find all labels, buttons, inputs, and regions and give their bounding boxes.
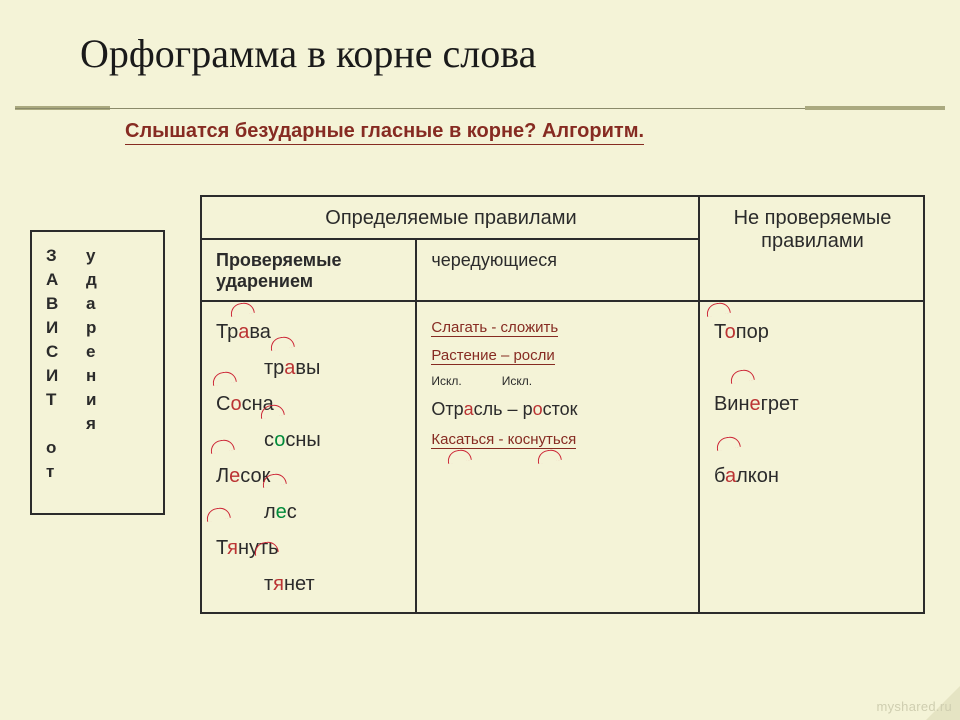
main-table: Определяемые правилами Не проверяемые пр… xyxy=(200,195,925,614)
header-alternating: чередующиеся xyxy=(416,239,699,301)
header-stress: Проверяемые ударением xyxy=(201,239,416,301)
title-underline xyxy=(15,100,945,116)
page-title: Орфограмма в корне слова xyxy=(80,30,536,77)
header-not-checked: Не проверяемые правилами xyxy=(699,196,924,301)
cell-checked-by-stress: ТраватравыСоснасосныЛесоклесТянутьтянет xyxy=(201,301,416,613)
watermark: myshared.ru xyxy=(876,699,952,714)
left-vertical-box: ЗуАдВаИрСеИнТияот xyxy=(30,230,165,515)
subtitle: Слышатся безударные гласные в корне? Алг… xyxy=(125,120,644,145)
header-by-rules: Определяемые правилами xyxy=(201,196,699,239)
cell-not-checked: Топор Винегрет балкон xyxy=(699,301,924,613)
cell-alternating: Слагать - сложить Растение – росли Искл.… xyxy=(416,301,699,613)
